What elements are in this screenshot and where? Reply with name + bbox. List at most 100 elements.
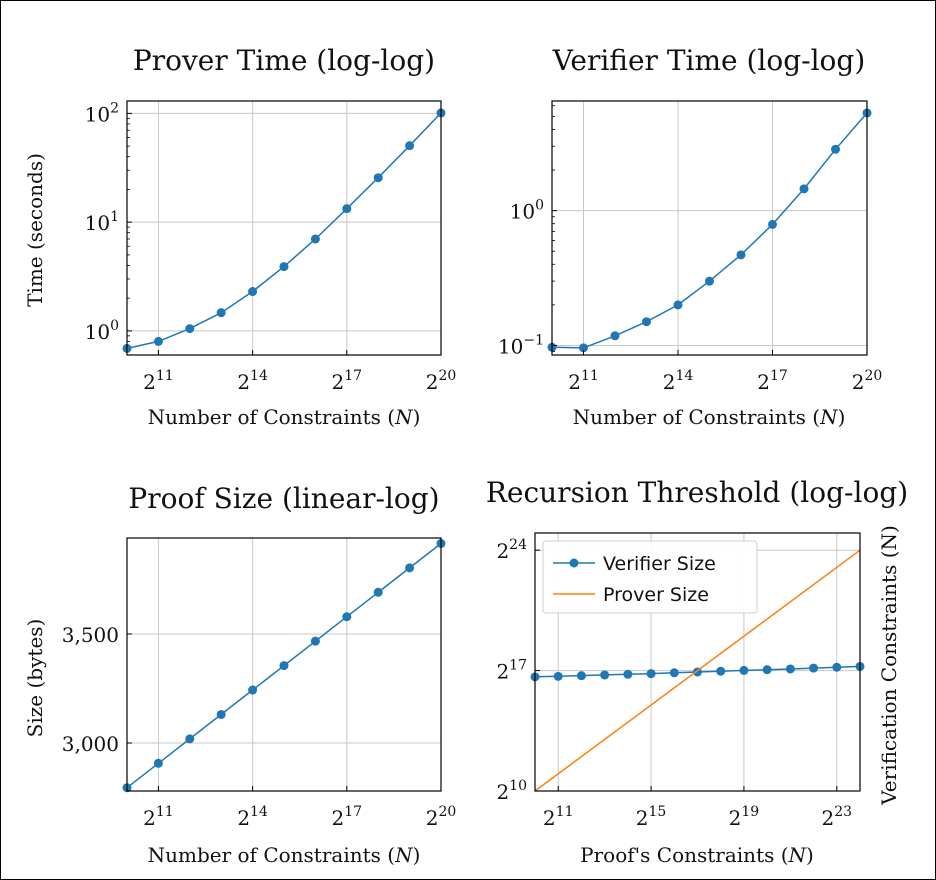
legend: Verifier Size Prover Size xyxy=(542,540,758,614)
x-axis-label: Number of Constraints (N) xyxy=(148,843,421,867)
tick-label-y: 100 xyxy=(85,318,119,344)
plot-prover-time: 211 214 217 220 100 101 102 xyxy=(85,100,457,394)
data-point xyxy=(579,343,588,353)
tick-label-x: 211 xyxy=(143,804,174,830)
data-point xyxy=(279,661,289,671)
data-point xyxy=(576,671,586,681)
data-point xyxy=(153,336,163,346)
data-point xyxy=(248,685,258,695)
x-axis-label-text: Proof's Constraints (N) xyxy=(580,843,814,867)
data-point xyxy=(716,666,726,676)
tick-label-x: 215 xyxy=(636,804,667,830)
data-point xyxy=(809,663,819,673)
data-point xyxy=(405,563,415,573)
data-point xyxy=(646,669,656,679)
data-point xyxy=(736,250,746,260)
data-point xyxy=(669,668,679,678)
chart-verifier-time: Verifier Time (log-log) Number of Constr… xyxy=(552,44,866,429)
data-point xyxy=(762,665,772,675)
data-point xyxy=(642,317,651,327)
x-axis-label: Proof's Constraints (N) xyxy=(580,843,814,867)
data-point xyxy=(553,671,563,681)
data-point xyxy=(279,262,289,272)
tick-label-x: 211 xyxy=(568,368,599,394)
chart-title: Proof Size (linear-log) xyxy=(128,482,439,515)
data-point xyxy=(342,204,352,214)
data-point xyxy=(216,709,226,719)
tick-label-x: 217 xyxy=(332,804,363,830)
data-point xyxy=(342,612,352,622)
data-point xyxy=(799,184,809,194)
tick-label-y: 3,000 xyxy=(62,732,119,756)
tick-label-x: 214 xyxy=(237,368,268,394)
y-axis-label: Verification Constraints (N) xyxy=(877,525,901,806)
legend-label: Verifier Size xyxy=(603,553,716,575)
legend-box xyxy=(542,540,758,614)
plot-frame xyxy=(534,532,861,792)
series-line-0 xyxy=(551,112,868,349)
tick-label-x: 214 xyxy=(237,804,268,830)
series-line-0 xyxy=(126,112,442,350)
x-axis-label: Number of Constraints (N) xyxy=(148,405,421,429)
plot-verifier-time: 211 214 217 220 10−1 100 xyxy=(498,100,883,394)
legend-marker xyxy=(569,558,579,568)
chart-proof-size: Proof Size (linear-log) Number of Constr… xyxy=(23,482,440,867)
plot-frame xyxy=(126,537,442,792)
tick-label-x: 211 xyxy=(543,804,574,830)
data-point xyxy=(610,331,620,341)
chart-recursion-threshold: Recursion Threshold (log-log) Proof's Co… xyxy=(486,476,908,867)
plot-frame xyxy=(126,100,442,356)
x-axis-label-text: Number of Constraints (N) xyxy=(148,405,421,429)
data-point xyxy=(310,234,320,244)
data-point xyxy=(739,665,749,675)
tick-label-x: 214 xyxy=(663,368,694,394)
chart-title: Prover Time (log-log) xyxy=(133,44,435,77)
tick-label-x: 219 xyxy=(729,804,760,830)
tick-label-x: 217 xyxy=(757,368,788,394)
data-point xyxy=(310,636,320,646)
data-point xyxy=(785,664,795,674)
tick-label-x: 220 xyxy=(426,804,457,830)
data-point xyxy=(405,141,415,151)
data-point xyxy=(153,758,163,768)
chart-prover-time: Prover Time (log-log) Number of Constrai… xyxy=(23,44,435,429)
data-point xyxy=(248,287,258,297)
data-point xyxy=(373,173,383,183)
data-point xyxy=(832,662,842,672)
tick-label-x: 223 xyxy=(822,804,853,830)
plot-frame xyxy=(551,100,868,356)
tick-label-y: 102 xyxy=(85,100,119,126)
data-point xyxy=(768,219,777,229)
tick-label-x: 211 xyxy=(143,368,174,394)
data-point xyxy=(623,669,633,679)
tick-label-y: 217 xyxy=(496,658,527,684)
chart-title: Verifier Time (log-log) xyxy=(552,44,866,77)
x-axis-label: Number of Constraints (N) xyxy=(573,405,846,429)
tick-label-y: 10−1 xyxy=(498,332,544,358)
chart-title: Recursion Threshold (log-log) xyxy=(486,476,908,509)
data-point xyxy=(185,324,195,334)
data-point xyxy=(705,276,714,286)
tick-label-y: 210 xyxy=(496,778,527,804)
x-axis-label-text: Number of Constraints (N) xyxy=(573,405,846,429)
tick-label-x: 220 xyxy=(852,368,883,394)
tick-label-y: 3,500 xyxy=(62,623,119,647)
y-axis-label: Size (bytes) xyxy=(23,619,47,738)
series-line-1 xyxy=(534,549,861,792)
data-point xyxy=(373,587,383,597)
data-point xyxy=(673,300,683,310)
tick-label-x: 217 xyxy=(332,368,363,394)
legend-label: Prover Size xyxy=(603,584,709,606)
tick-label-y: 224 xyxy=(496,537,527,563)
data-point xyxy=(185,734,195,744)
plot-proof-size: 211 214 217 220 3,000 3,500 xyxy=(62,537,457,830)
x-axis-label-text: Number of Constraints (N) xyxy=(148,843,421,867)
tick-label-y: 100 xyxy=(510,198,544,224)
tick-label-x: 220 xyxy=(426,368,457,394)
data-point xyxy=(216,308,226,318)
data-point xyxy=(831,144,840,154)
plot-recursion-threshold: 211 215 219 223 210 217 224 Verifier Size Prover… xyxy=(496,532,865,830)
tick-label-y: 101 xyxy=(85,209,119,235)
y-axis-label: Time (seconds) xyxy=(23,153,47,307)
